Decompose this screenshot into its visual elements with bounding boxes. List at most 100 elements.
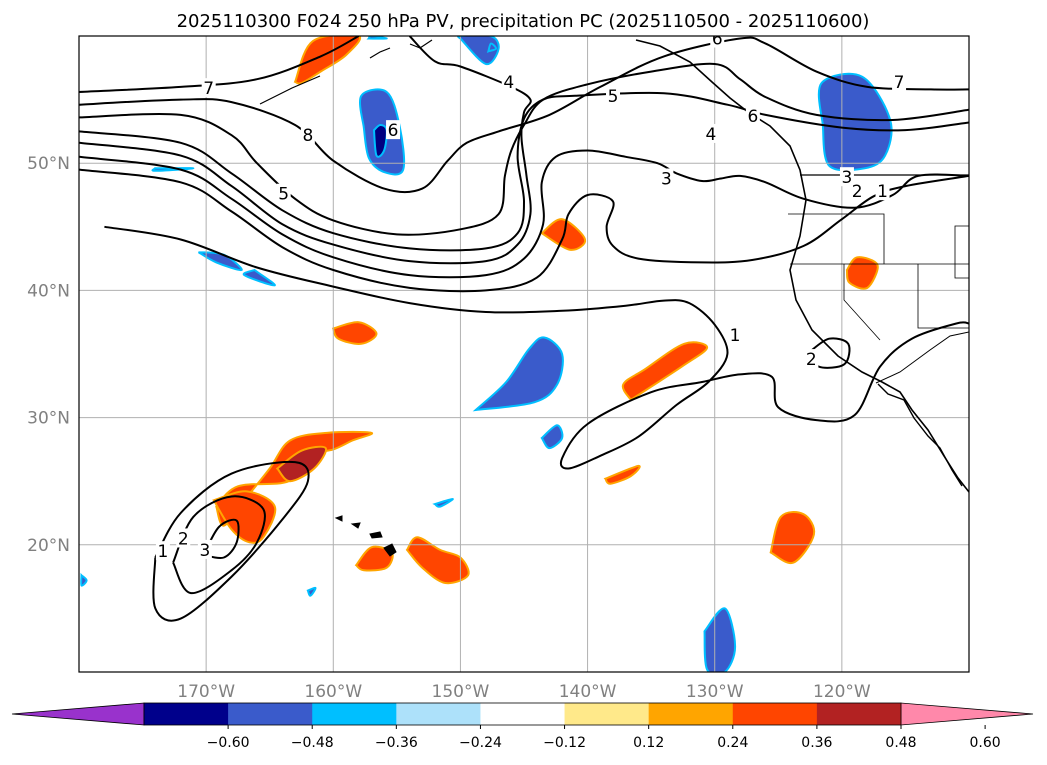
contour-label-bg [501, 71, 516, 91]
colorbar-segment [144, 703, 229, 725]
contour-label: 6 [712, 30, 723, 50]
pv-contour-2 [79, 168, 969, 293]
contour-label-bg [710, 36, 725, 48]
precip-region [472, 336, 564, 412]
state-borders [788, 213, 969, 341]
precip-region [354, 545, 394, 572]
colorbar-frame [143, 702, 902, 726]
lon-tick-label: 120°W [813, 682, 871, 702]
contour-label: 6 [388, 121, 399, 141]
islands [334, 515, 397, 557]
precipitation-layer [80, 36, 893, 672]
colorbar-extend-low [11, 702, 145, 726]
colorbar-segment [816, 703, 902, 725]
pv-contour-5 [79, 91, 969, 252]
contour-label: 5 [608, 87, 619, 107]
pv-contour-1 [104, 225, 969, 470]
contour-label: 2 [806, 350, 817, 370]
contour-label: 2 [852, 182, 863, 202]
contour-label-bg [201, 78, 216, 98]
contour-label: 8 [302, 126, 313, 146]
pv-contour-7 [79, 36, 969, 194]
colorbar-tick-label: −0.36 [375, 735, 418, 751]
precip-region [540, 424, 564, 450]
colorbar-segment [732, 703, 818, 725]
colorbar-tick-label: 0.60 [970, 735, 1001, 751]
contour-label: 3 [199, 541, 210, 561]
contour-label: 3 [842, 168, 853, 188]
precip-region [366, 36, 388, 40]
contour-label-bg [176, 528, 191, 548]
colorbar-segment [396, 703, 481, 725]
colorbar-segment [312, 703, 397, 725]
maui-island [369, 531, 383, 539]
lat-tick-label: 30°N [27, 409, 70, 429]
gridlines [79, 36, 969, 672]
contour-label: 7 [894, 73, 905, 93]
precip-region [703, 607, 737, 672]
contour-label-bg [197, 539, 212, 559]
colorbar-tick-label: 0.24 [717, 735, 748, 751]
contour-label: 5 [278, 185, 289, 205]
contour-label-bg [875, 181, 890, 201]
precip-region [845, 256, 879, 290]
mexico-border [875, 331, 969, 384]
pv-contour-3 [202, 518, 240, 560]
colorbar-tick-label: 0.12 [633, 735, 664, 751]
precip-region [603, 464, 641, 485]
chart-title: 2025110300 F024 250 hPa PV, precipitatio… [177, 11, 870, 32]
colorbar-segment [564, 703, 650, 725]
map-frame [78, 35, 970, 673]
precip-region [486, 42, 498, 53]
contour-label: 1 [877, 182, 888, 202]
contour-label-bg [892, 71, 907, 91]
contour-label: 1 [730, 326, 741, 346]
colorbar-tick-label: 0.48 [885, 735, 916, 751]
colorbar-tick-label: −0.48 [291, 735, 334, 751]
contour-label-bg [745, 106, 760, 126]
contour-label-bg [703, 123, 718, 143]
precip-region [621, 341, 709, 402]
pv-contour-1 [152, 460, 310, 622]
lon-tick-label: 160°W [304, 682, 362, 702]
pv-contour-6 [79, 62, 969, 236]
precip-region [769, 511, 816, 565]
colorbar-extend-high [900, 702, 1034, 726]
kauai-island [334, 515, 343, 522]
contour-label-bg [155, 541, 170, 561]
contour-label: 3 [661, 169, 672, 189]
contour-label-bg [850, 181, 865, 201]
precip-region [432, 498, 454, 508]
longitude-axis: 170°W 160°W 150°W 140°W 130°W 120°W [177, 682, 871, 702]
pv-contour-2 [172, 495, 266, 595]
contour-label-bg [386, 120, 401, 140]
colorbar-tick-label: −0.60 [207, 735, 250, 751]
contour-label: 1 [158, 542, 169, 562]
contour-label-bg [659, 168, 674, 188]
contour-label-bg [300, 125, 315, 145]
baja-coastline [877, 383, 963, 487]
lon-tick-label: 170°W [177, 682, 235, 702]
lat-tick-label: 40°N [27, 281, 70, 301]
precip-region [405, 536, 470, 585]
contour-label: 4 [503, 73, 514, 93]
hawaii-island [383, 543, 397, 557]
map-background [79, 36, 969, 672]
coastline-layer [259, 39, 969, 557]
contour-label: 6 [747, 107, 758, 127]
contour-label: 4 [705, 125, 716, 145]
contour-label-bg [804, 349, 819, 369]
na-coastline [635, 39, 969, 493]
lat-tick-label: 20°N [27, 536, 70, 556]
lon-tick-label: 140°W [559, 682, 617, 702]
pv-contour-3 [79, 149, 969, 279]
precip-region [293, 36, 361, 85]
colorbar-segment [228, 703, 313, 725]
precip-region [80, 572, 88, 587]
contour-label-bg [276, 183, 291, 203]
pv-contour-layer [79, 36, 969, 622]
precip-region [306, 586, 317, 597]
precip-region [242, 268, 276, 287]
